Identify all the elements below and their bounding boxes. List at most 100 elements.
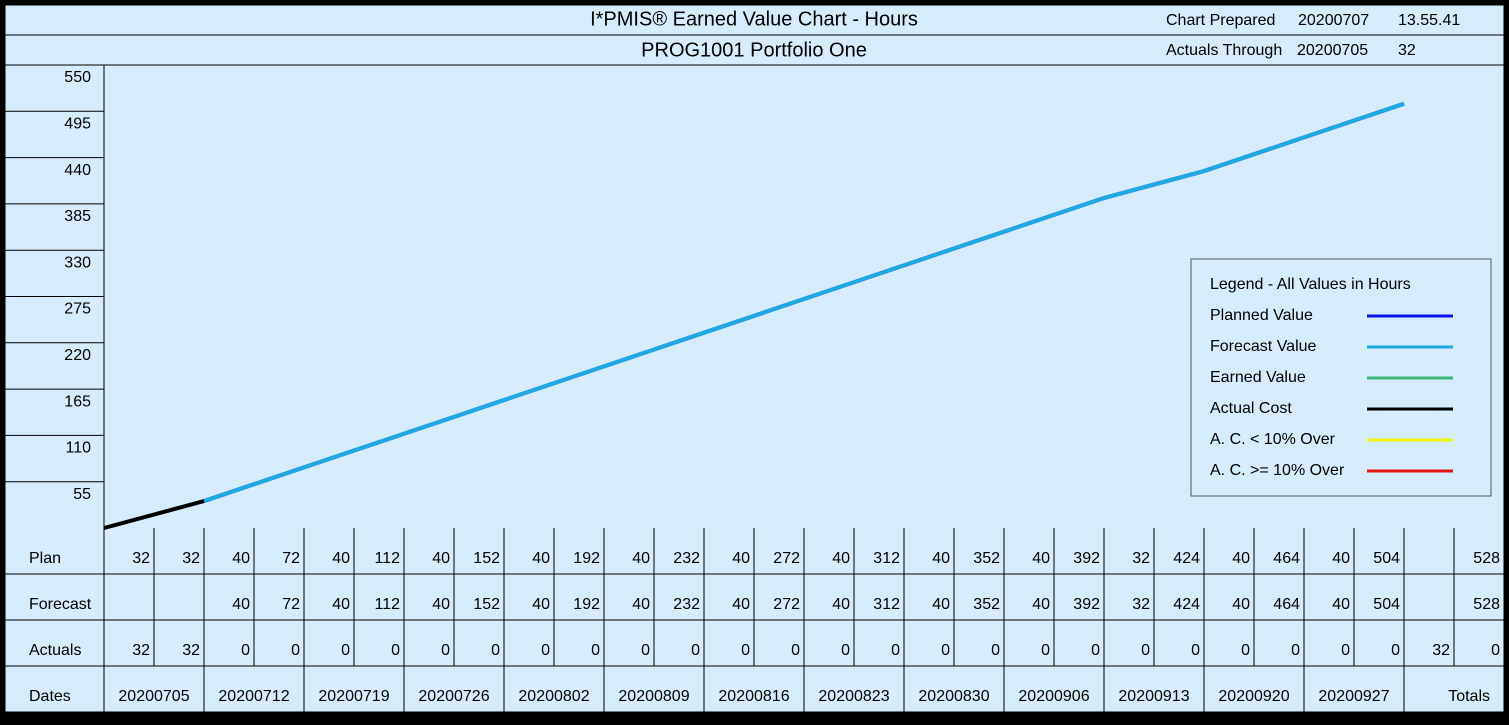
cell: 40 xyxy=(932,596,950,613)
chart-subtitle: PROG1001 Portfolio One xyxy=(641,39,867,61)
cell: 424 xyxy=(1173,550,1200,567)
cell: 40 xyxy=(532,550,550,567)
cell: 40 xyxy=(1232,596,1250,613)
cell: 0 xyxy=(691,642,700,659)
x-tick-label: 20200705 xyxy=(118,688,189,705)
legend-label: A. C. < 10% Over xyxy=(1210,431,1336,448)
y-tick-label: 165 xyxy=(64,393,91,410)
cell: 72 xyxy=(282,550,300,567)
cell: 0 xyxy=(1191,642,1200,659)
cell: 40 xyxy=(1332,550,1350,567)
cell: 424 xyxy=(1173,596,1200,613)
cell: 40 xyxy=(532,596,550,613)
cell: 504 xyxy=(1373,596,1400,613)
cell: 0 xyxy=(991,642,1000,659)
cell: 0 xyxy=(441,642,450,659)
cell: 192 xyxy=(573,550,600,567)
cell: 0 xyxy=(241,642,250,659)
y-tick-label: 385 xyxy=(64,208,91,225)
cell: 152 xyxy=(473,596,500,613)
cell: 272 xyxy=(773,596,800,613)
y-tick-label: 220 xyxy=(64,347,91,364)
cell: 112 xyxy=(374,596,400,613)
x-tick-label: 20200830 xyxy=(918,688,989,705)
cell: 0 xyxy=(591,642,600,659)
actuals-value: 32 xyxy=(1398,42,1416,59)
y-tick-label: 550 xyxy=(64,69,91,86)
cell: 112 xyxy=(374,550,400,567)
cell: 0 xyxy=(1341,642,1350,659)
cell: 40 xyxy=(432,550,450,567)
cell: 0 xyxy=(1141,642,1150,659)
y-tick-label: 55 xyxy=(73,486,91,503)
actuals-date: 20200705 xyxy=(1297,42,1368,59)
series-line xyxy=(103,499,205,530)
x-tick-label: 20200719 xyxy=(318,688,389,705)
prepared-label: Chart Prepared xyxy=(1166,12,1275,29)
cell: 72 xyxy=(282,596,300,613)
legend-label: A. C. >= 10% Over xyxy=(1210,462,1345,479)
cell: 0 xyxy=(741,642,750,659)
cell: 0 xyxy=(291,642,300,659)
cell: 192 xyxy=(573,596,600,613)
cell: 40 xyxy=(732,550,750,567)
cell: 32 xyxy=(132,642,150,659)
x-tick-label: 20200823 xyxy=(818,688,889,705)
cell: 40 xyxy=(332,596,350,613)
cell: 0 xyxy=(1091,642,1100,659)
y-tick-label: 110 xyxy=(65,440,91,457)
row-label: Forecast xyxy=(29,596,92,613)
x-tick-label: 20200809 xyxy=(618,688,689,705)
cell: 464 xyxy=(1273,596,1300,613)
series-line xyxy=(203,101,1405,503)
cell: 352 xyxy=(973,550,1000,567)
cell: 0 xyxy=(841,642,850,659)
x-tick-label: 20200920 xyxy=(1218,688,1289,705)
cell: 0 xyxy=(1391,642,1400,659)
prepared-date: 20200707 xyxy=(1298,12,1369,29)
cell: 392 xyxy=(1073,550,1100,567)
cell: 0 xyxy=(891,642,900,659)
y-tick-label: 440 xyxy=(64,162,91,179)
cell: 40 xyxy=(1232,550,1250,567)
cell: 312 xyxy=(873,596,900,613)
cell: 0 xyxy=(1241,642,1250,659)
cell: 40 xyxy=(732,596,750,613)
cell: 40 xyxy=(1332,596,1350,613)
cell: 528 xyxy=(1473,596,1500,613)
cell: 392 xyxy=(1073,596,1100,613)
cell: 0 xyxy=(1041,642,1050,659)
cell: 32 xyxy=(132,550,150,567)
x-tick-label: 20200802 xyxy=(518,688,589,705)
legend-label: Forecast Value xyxy=(1210,338,1317,355)
x-tick-label: 20200726 xyxy=(418,688,489,705)
cell: 40 xyxy=(232,596,250,613)
cell: 232 xyxy=(673,596,700,613)
cell: 352 xyxy=(973,596,1000,613)
cell: 32 xyxy=(1132,550,1150,567)
cell: 40 xyxy=(932,550,950,567)
cell: 0 xyxy=(791,642,800,659)
cell: 40 xyxy=(632,550,650,567)
row-label: Actuals xyxy=(29,642,81,659)
cell: 40 xyxy=(1032,550,1050,567)
cell: 0 xyxy=(641,642,650,659)
cell: 0 xyxy=(391,642,400,659)
cell: 40 xyxy=(432,596,450,613)
cell: 40 xyxy=(332,550,350,567)
prepared-time: 13.55.41 xyxy=(1398,12,1460,29)
y-tick-label: 275 xyxy=(64,301,91,318)
x-tick-label: 20200712 xyxy=(218,688,289,705)
cell: 32 xyxy=(182,550,200,567)
actuals-label: Actuals Through xyxy=(1166,42,1282,59)
cell: 40 xyxy=(832,550,850,567)
x-tick-label: 20200816 xyxy=(718,688,789,705)
cell: 504 xyxy=(1373,550,1400,567)
y-tick-label: 495 xyxy=(64,116,91,133)
cell: 0 xyxy=(941,642,950,659)
cell: 32 xyxy=(1132,596,1150,613)
cell: 0 xyxy=(491,642,500,659)
cell: 32 xyxy=(182,642,200,659)
cell: 0 xyxy=(541,642,550,659)
